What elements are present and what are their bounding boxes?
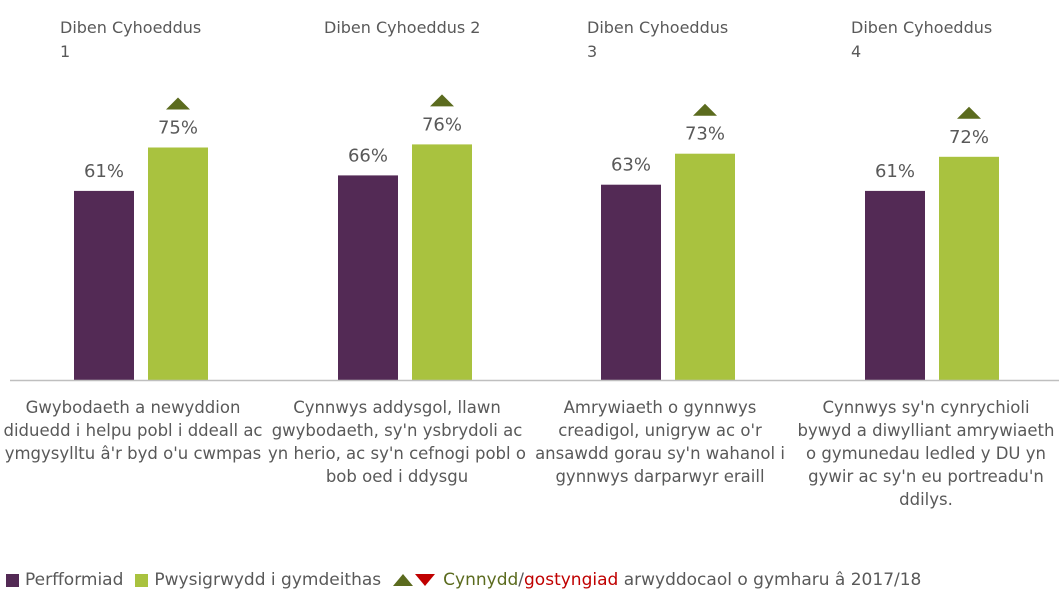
- increase-triangle-3: [693, 103, 717, 116]
- legend-swatch-performance: [6, 573, 19, 587]
- legend-swatch-importance: [135, 573, 149, 587]
- increase-triangle-4: [957, 106, 981, 119]
- data-label-importance-1: 75%: [158, 118, 198, 139]
- legend-item-importance: Pwysigrwydd i gymdeithas: [135, 570, 381, 590]
- group-title-1: Diben Cyhoeddus 1: [60, 18, 201, 61]
- group-title-3: Diben Cyhoeddus 3: [587, 18, 728, 61]
- bar-performance-2: [338, 175, 398, 380]
- bar-performance-1: [74, 190, 134, 380]
- legend-change-text: arwyddocaol o gymharu â 2017/18: [623, 570, 922, 590]
- category-label-4: Cynnwys sy'n cynrychioli bywyd a diwylli…: [797, 398, 1055, 509]
- group-title-4: Diben Cyhoeddus 4: [851, 18, 992, 61]
- bar-importance-2: [412, 144, 472, 380]
- bar-importance-4: [939, 156, 999, 380]
- legend-decrease-label: gostyngiad: [524, 570, 619, 590]
- category-label-2: Cynnwys addysgol, llawn gwybodaeth, sy'n…: [268, 398, 526, 486]
- data-label-performance-4: 61%: [875, 161, 915, 182]
- legend-item-performance: Perfformiad: [6, 570, 123, 590]
- increase-triangle-2: [430, 94, 454, 107]
- bar-importance-3: [675, 153, 735, 380]
- data-label-performance-3: 63%: [611, 155, 651, 176]
- legend-increase-label: Cynnydd: [443, 570, 519, 590]
- data-label-importance-2: 76%: [422, 114, 462, 135]
- legend-label-performance: Perfformiad: [25, 570, 124, 590]
- legend-label-importance: Pwysigrwydd i gymdeithas: [154, 570, 382, 590]
- triangle-down-icon: [415, 574, 436, 586]
- group-title-2: Diben Cyhoeddus 2: [324, 18, 480, 37]
- legend-slash: /: [518, 570, 525, 590]
- bar-importance-1: [148, 147, 208, 380]
- legend: Perfformiad Pwysigrwydd i gymdeithas Cyn…: [6, 568, 933, 592]
- category-label-1: Gwybodaeth a newyddion diduedd i helpu p…: [3, 398, 263, 463]
- bar-performance-4: [865, 190, 925, 380]
- data-label-importance-4: 72%: [949, 127, 989, 148]
- data-label-performance-1: 61%: [84, 161, 124, 182]
- increase-triangle-1: [166, 97, 190, 110]
- bar-performance-3: [601, 184, 661, 380]
- category-label-3: Amrywiaeth o gynnwys creadigol, unigryw …: [535, 398, 785, 486]
- data-label-performance-2: 66%: [348, 145, 388, 166]
- triangle-up-icon: [393, 574, 414, 586]
- data-label-importance-3: 73%: [685, 124, 725, 145]
- bar-chart: Diben Cyhoeddus 1 61% 75% Diben Cyhoeddus 2 6…: [10, 18, 1059, 382]
- legend-item-change: Cynnydd / gostyngiad arwyddocaol o gymharu…: [393, 570, 921, 590]
